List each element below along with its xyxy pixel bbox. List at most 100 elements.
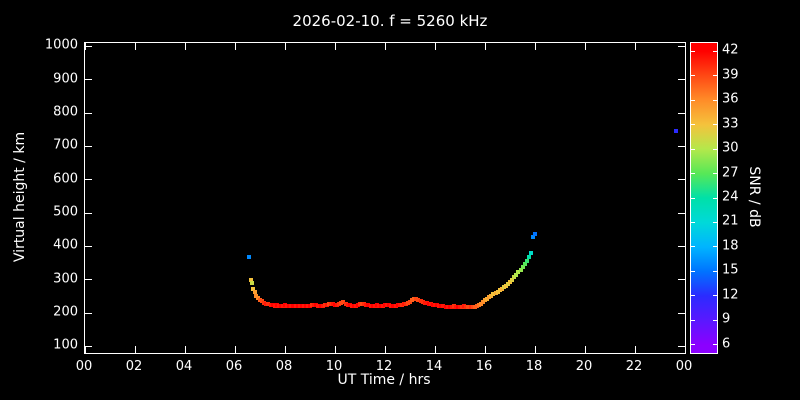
- x-axis-tick: [284, 43, 286, 50]
- colorbar-tick-label: 15: [722, 262, 739, 278]
- data-point: [485, 296, 489, 301]
- data-point: [303, 304, 308, 309]
- colorbar-tick: [691, 75, 695, 77]
- x-axis-tick: [684, 346, 686, 353]
- colorbar-tick: [691, 50, 695, 52]
- y-axis-tick: [85, 45, 92, 47]
- colorbar-tick: [713, 319, 717, 321]
- data-point: [447, 305, 452, 309]
- data-point: [532, 231, 537, 236]
- data-point: [246, 255, 251, 259]
- x-axis-tick: [334, 346, 336, 353]
- data-point: [466, 305, 471, 309]
- x-tick-label: 04: [175, 359, 193, 374]
- data-point: [512, 275, 517, 280]
- x-axis-tick: [484, 346, 486, 353]
- data-point: [514, 273, 519, 277]
- colorbar-tick: [713, 173, 717, 175]
- x-axis-tick: [234, 346, 236, 353]
- colorbar-tick: [713, 75, 717, 77]
- colorbar-tick-label: 36: [722, 91, 739, 107]
- x-axis-tick: [434, 346, 436, 353]
- data-point: [328, 301, 333, 306]
- x-tick-label: 16: [475, 359, 493, 374]
- data-point: [249, 281, 254, 286]
- colorbar-tick-label: 27: [722, 165, 739, 181]
- data-point: [366, 303, 371, 308]
- y-axis-tick: [85, 279, 92, 281]
- data-point: [524, 259, 529, 263]
- data-point: [285, 303, 289, 308]
- colorbar-label: SNR / dB: [746, 166, 762, 228]
- data-point: [310, 303, 314, 307]
- data-point: [518, 267, 523, 272]
- data-point: [252, 290, 257, 295]
- y-tick-label: 900: [53, 71, 78, 87]
- colorbar-tick: [713, 124, 717, 126]
- data-point: [372, 303, 377, 308]
- y-tick-label: 700: [53, 137, 78, 153]
- data-point: [378, 304, 383, 308]
- colorbar-tick: [713, 344, 717, 346]
- data-point: [428, 302, 433, 307]
- data-point: [266, 302, 271, 307]
- colorbar-tick: [713, 197, 717, 199]
- x-axis-tick: [134, 43, 136, 50]
- x-tick-label: 02: [125, 359, 143, 374]
- data-point: [322, 303, 327, 308]
- y-tick-label: 800: [53, 104, 78, 120]
- x-axis-tick: [134, 346, 136, 353]
- colorbar-tick: [691, 173, 695, 175]
- data-point: [510, 277, 514, 282]
- x-axis-tick: [534, 43, 536, 50]
- y-tick-label: 200: [53, 304, 78, 320]
- colorbar-tick: [713, 246, 717, 248]
- colorbar-tick-label: 12: [722, 287, 739, 303]
- x-axis-tick: [384, 43, 386, 50]
- data-point: [526, 255, 531, 259]
- data-point: [531, 235, 535, 239]
- colorbar-tick: [713, 295, 717, 297]
- y-axis-tick: [678, 312, 685, 314]
- x-axis-tick: [634, 346, 636, 353]
- colorbar-tick-label: 18: [722, 238, 739, 254]
- x-tick-label: 10: [325, 359, 343, 374]
- colorbar-tick: [713, 270, 717, 272]
- data-point: [674, 129, 679, 134]
- data-point: [497, 288, 502, 293]
- data-point: [506, 281, 510, 286]
- data-point: [278, 304, 283, 308]
- y-tick-label: 300: [53, 271, 78, 287]
- data-point: [291, 304, 296, 308]
- x-axis-tick: [434, 43, 436, 50]
- data-point: [460, 304, 464, 309]
- y-axis-label: Virtual height / km: [12, 131, 28, 263]
- data-point: [360, 301, 364, 306]
- data-point: [416, 297, 421, 302]
- y-axis-tick: [85, 145, 92, 147]
- data-point: [297, 304, 302, 308]
- x-axis-tick: [684, 43, 686, 50]
- y-tick-label: 500: [53, 204, 78, 220]
- x-axis-tick: [184, 43, 186, 50]
- data-point: [435, 303, 439, 308]
- x-tick-label: 08: [275, 359, 293, 374]
- colorbar-tick: [691, 270, 695, 272]
- colorbar-tick-label: 24: [722, 189, 739, 205]
- y-axis-tick: [85, 79, 92, 81]
- colorbar-tick: [713, 148, 717, 150]
- y-axis-tick: [85, 345, 92, 347]
- y-axis-tick: [85, 312, 92, 314]
- y-axis-tick: [678, 79, 685, 81]
- x-tick-label: 14: [425, 359, 443, 374]
- colorbar-tick-label: 6: [722, 336, 731, 352]
- y-axis-tick: [678, 345, 685, 347]
- colorbar-tick-label: 42: [722, 42, 739, 58]
- y-axis-tick: [678, 112, 685, 114]
- colorbar-tick: [713, 99, 717, 101]
- y-axis-tick: [85, 179, 92, 181]
- data-point: [503, 283, 508, 288]
- x-tick-label: 22: [625, 359, 643, 374]
- x-axis-tick: [384, 346, 386, 353]
